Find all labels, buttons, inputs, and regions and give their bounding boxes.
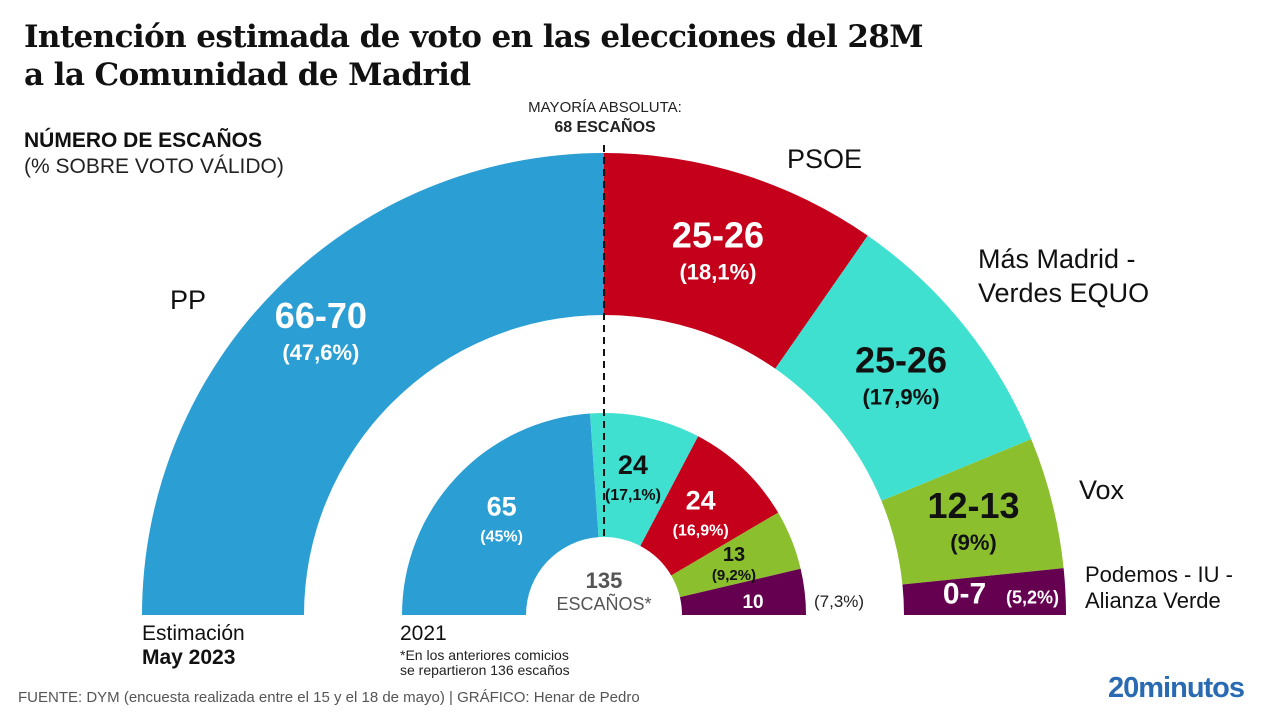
label-2021-psoe-pct: (16,9%) [673, 523, 729, 540]
majority-annotation: MAYORÍA ABSOLUTA: 68 ESCAÑOS [490, 98, 720, 138]
footnote-line2: se repartieron 136 escaños [400, 662, 570, 678]
party-label-mas-madrid-line1: Más Madrid - [978, 244, 1136, 274]
party-label-podemos-line2: Alianza Verde [1085, 588, 1221, 613]
label-2021-mas-madrid-verdes-equo-pct: (17,1%) [605, 487, 661, 504]
majority-label: MAYORÍA ABSOLUTA: [528, 99, 682, 116]
segment-labels: 66-70 (47,6%) 25-26 (18,1%) 25-26 (17,9%) 12-1… [275, 214, 1059, 612]
segment-2021-psoe [640, 436, 779, 576]
subtitle-seats: NÚMERO DE ESCAÑOS [24, 129, 263, 152]
chart-title-line1: Intención estimada de voto en las elecci… [24, 19, 924, 55]
segment-2021-vox [671, 512, 801, 598]
label-2021-psoe-seats: 24 [686, 486, 716, 516]
party-label-podemos-line1: Podemos - IU - [1085, 562, 1233, 587]
label-2021-vox-seats: 13 [723, 544, 745, 566]
inner-podemos-pct-outside: (7,3%) [814, 592, 864, 611]
label-2021-pp-pct: (45%) [480, 528, 523, 545]
brand-logo-20minutos: 20minutos [1108, 672, 1245, 704]
inner-ring-2021 [402, 413, 806, 615]
label-2023-psoe-seats: 25-26 [672, 214, 764, 255]
center-total-label: ESCAÑOS* [556, 593, 651, 614]
source-credit: FUENTE: DYM (encuesta realizada entre el… [18, 689, 640, 706]
party-label-podemos: Podemos - IU - Alianza Verde [1085, 562, 1233, 614]
caption-estimate-line1: Estimación [142, 622, 245, 645]
caption-2021: 2021 [400, 622, 447, 645]
segment-2021-mas-madrid-verdes-equo [590, 413, 699, 546]
caption-estimate: Estimación May 2023 [142, 622, 245, 670]
label-2023-podemos-iu-alianza-verde-seats: 0-7 [943, 578, 986, 611]
segment-2023-mas-madrid-verdes-equo [775, 235, 1032, 501]
label-2023-pp-seats: 66-70 [275, 295, 367, 336]
segment-2023-pp [142, 153, 604, 615]
label-2023-pp-pct: (47,6%) [282, 340, 359, 365]
outer-ring-2023 [142, 153, 1066, 615]
center-total-seats: 135 [586, 568, 623, 593]
label-2021-podemos-iu-alianza-verde-seats: 10 [742, 592, 763, 613]
label-2023-psoe-pct: (18,1%) [679, 259, 756, 284]
label-2021-vox-pct: (9,2%) [712, 567, 756, 584]
segment-2023-podemos-iu-alianza-verde [902, 568, 1066, 615]
party-label-mas-madrid-line2: Verdes EQUO [978, 278, 1150, 308]
chart-title-line2: a la Comunidad de Madrid [24, 57, 471, 93]
chart-title: Intención estimada de voto en las elecci… [24, 18, 1024, 94]
segment-2021-podemos-iu-alianza-verde [679, 568, 806, 615]
label-2023-mas-madrid-verdes-equo-seats: 25-26 [855, 339, 947, 380]
party-label-vox: Vox [1079, 475, 1125, 505]
footnote-136-seats: *En los anteriores comicios se repartier… [400, 648, 570, 678]
chart-subtitle: NÚMERO DE ESCAÑOS (% SOBRE VOTO VÁLIDO) [24, 128, 284, 180]
label-2023-vox-seats: 12-13 [927, 485, 1019, 526]
majority-value: 68 ESCAÑOS [554, 119, 656, 136]
label-2023-podemos-iu-alianza-verde-pct: (5,2%) [1006, 588, 1059, 608]
label-2023-vox-pct: (9%) [950, 530, 996, 555]
label-2023-mas-madrid-verdes-equo-pct: (17,9%) [862, 384, 939, 409]
segment-2023-vox [881, 439, 1064, 585]
party-label-mas-madrid: Más Madrid - Verdes EQUO [978, 242, 1149, 310]
party-label-pp: PP [170, 285, 207, 315]
label-2021-pp-seats: 65 [487, 491, 517, 521]
segment-2023-psoe [604, 153, 868, 369]
caption-estimate-line2: May 2023 [142, 646, 236, 669]
footnote-line1: *En los anteriores comicios [400, 647, 569, 663]
label-2021-mas-madrid-verdes-equo-seats: 24 [618, 450, 648, 480]
subtitle-vote-pct: (% SOBRE VOTO VÁLIDO) [24, 155, 284, 178]
segment-2021-pp [402, 413, 599, 615]
party-label-psoe: PSOE [787, 144, 863, 174]
